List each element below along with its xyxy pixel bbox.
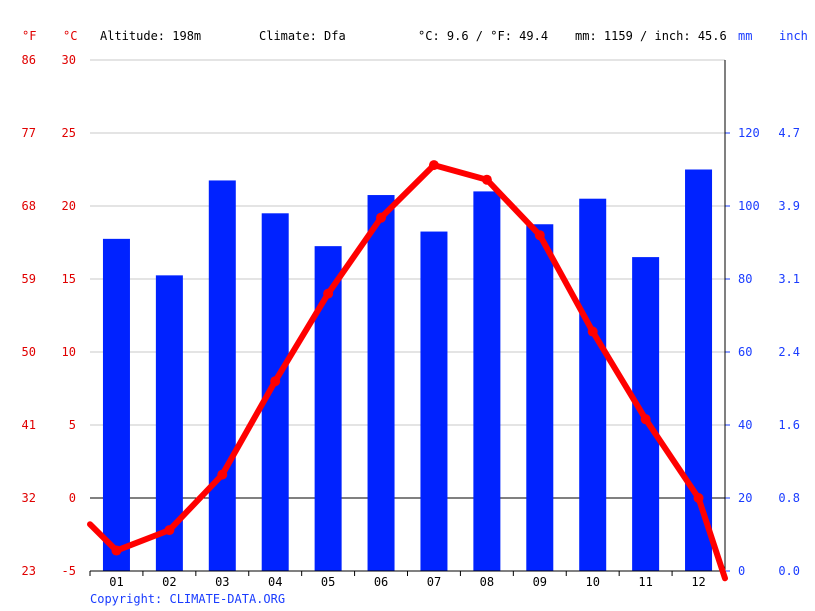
celsius-tick-label: 5 (69, 418, 76, 432)
fahrenheit-tick-label: 50 (22, 345, 36, 359)
precip-bar (314, 246, 342, 571)
month-tick-label: 11 (638, 575, 652, 589)
temperature-point (693, 493, 704, 503)
month-tick-label: 03 (215, 575, 229, 589)
temperature-point (534, 230, 545, 241)
inch-tick-label: 0.8 (778, 491, 800, 505)
celsius-tick-label: 20 (62, 199, 76, 213)
temperature-point (217, 469, 228, 480)
month-tick-label: 07 (427, 575, 441, 589)
temperature-point (164, 525, 175, 536)
fahrenheit-tick-label: 41 (22, 418, 36, 432)
month-tick-label: 12 (691, 575, 705, 589)
month-tick-label: 08 (480, 575, 494, 589)
temperature-point (587, 326, 598, 337)
temperature-point (376, 212, 387, 223)
altitude-label: Altitude: 198m (100, 29, 202, 43)
fahrenheit-tick-label: 77 (22, 126, 36, 140)
climate-label: Climate: Dfa (259, 29, 346, 43)
inch-tick-label: 3.9 (778, 199, 800, 213)
celsius-tick-label: 25 (62, 126, 76, 140)
inch-tick-label: 4.7 (778, 126, 800, 140)
unit-mm-label: mm (738, 29, 753, 43)
mm-tick-label: 120 (738, 126, 760, 140)
mm-tick-label: 100 (738, 199, 760, 213)
inch-tick-label: 1.6 (778, 418, 800, 432)
precip-bar (208, 180, 236, 571)
mm-tick-label: 40 (738, 418, 752, 432)
celsius-tick-label: 15 (62, 272, 76, 286)
month-tick-label: 06 (374, 575, 388, 589)
fahrenheit-tick-label: 86 (22, 53, 36, 67)
temperature-point (270, 376, 281, 387)
temperature-point (323, 288, 334, 299)
month-tick-label: 10 (585, 575, 599, 589)
precip-bar (420, 231, 448, 572)
unit-inch-label: inch (779, 29, 808, 43)
month-tick-label: 02 (162, 575, 176, 589)
fahrenheit-tick-label: 68 (22, 199, 36, 213)
mm-tick-label: 20 (738, 491, 752, 505)
copyright-link[interactable]: Copyright: CLIMATE-DATA.ORG (90, 592, 286, 606)
precip-bar (685, 169, 713, 571)
month-tick-label: 09 (533, 575, 547, 589)
precip-total-label: mm: 1159 / inch: 45.6 (575, 29, 727, 43)
unit-celsius-label: °C (63, 29, 78, 43)
fahrenheit-tick-label: 23 (22, 564, 36, 578)
celsius-tick-label: 0 (69, 491, 76, 505)
celsius-tick-label: 10 (62, 345, 76, 359)
fahrenheit-tick-label: 32 (22, 491, 36, 505)
unit-fahrenheit-label: °F (22, 29, 37, 43)
month-tick-label: 05 (321, 575, 335, 589)
temperature-point (640, 414, 651, 425)
inch-tick-label: 0.0 (778, 564, 800, 578)
mm-tick-label: 60 (738, 345, 752, 359)
precip-bar (473, 191, 501, 571)
temp-average-label: °C: 9.6 / °F: 49.4 (418, 29, 549, 43)
month-tick-label: 01 (109, 575, 123, 589)
temperature-point (428, 160, 439, 171)
inch-tick-label: 3.1 (778, 272, 800, 286)
precip-bar (367, 195, 395, 572)
precip-bar (102, 238, 130, 571)
mm-tick-label: 0 (738, 564, 745, 578)
temperature-point (111, 545, 122, 556)
fahrenheit-tick-label: 59 (22, 272, 36, 286)
mm-tick-label: 80 (738, 272, 752, 286)
month-tick-label: 04 (268, 575, 282, 589)
celsius-tick-label: 30 (62, 53, 76, 67)
celsius-tick-label: -5 (62, 564, 76, 578)
temperature-line (87, 162, 728, 582)
precip-bar (526, 224, 554, 571)
inch-tick-label: 2.4 (778, 345, 800, 359)
precip-bar (579, 198, 607, 571)
temperature-point (481, 174, 492, 185)
climate-chart: 23 -5 32 0 41 5 50 10 59 15 68 20 77 25 86 30 0 0.0 20 0.8 4… (22, 53, 800, 589)
